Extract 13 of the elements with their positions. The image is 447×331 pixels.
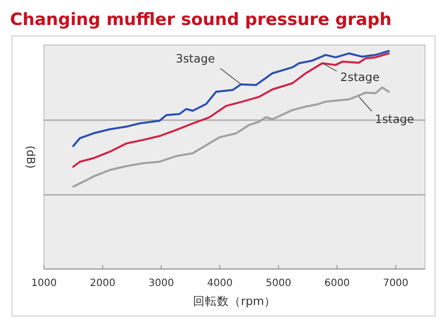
x-tick-label: 7000 (382, 278, 408, 289)
annotation: 1stage (374, 112, 414, 126)
x-tick-label: 2000 (90, 278, 116, 289)
y-axis-title: (dB) (24, 145, 37, 169)
annotation: 2stage (340, 70, 380, 84)
x-tick-label: 3000 (148, 278, 174, 289)
x-axis-title: 回転数（rpm） (192, 294, 276, 308)
annotation: 3stage (176, 51, 216, 66)
x-tick-label: 5000 (266, 278, 292, 289)
chart-title: Changing muffler sound pressure graph (10, 10, 392, 30)
x-tick-label: 1000 (31, 278, 57, 289)
x-tick-label: 6000 (324, 278, 350, 289)
x-tick-label: 4000 (207, 278, 233, 289)
